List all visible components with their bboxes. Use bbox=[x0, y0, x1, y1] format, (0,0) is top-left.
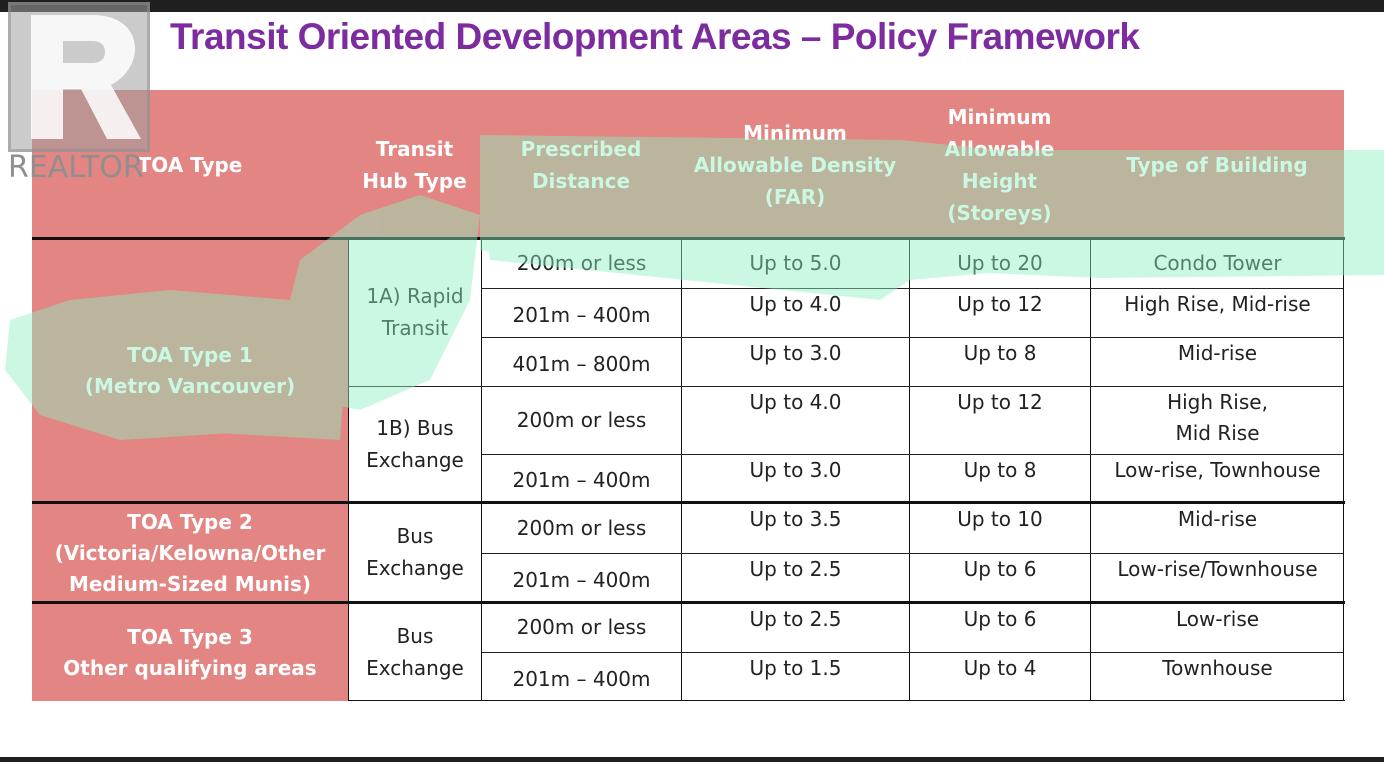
height-cell: Up to 8 bbox=[909, 337, 1090, 386]
table-header: TOA Type Transit Hub Type Prescribed Dis… bbox=[32, 90, 1344, 239]
distance-cell: 201m – 400m bbox=[481, 288, 681, 337]
page-title: Transit Oriented Development Areas – Pol… bbox=[170, 16, 1140, 57]
height-cell: Up to 8 bbox=[909, 454, 1090, 502]
header-height: Minimum Allowable Height (Storeys) bbox=[944, 104, 1055, 225]
group-divider bbox=[32, 601, 1345, 604]
building-cell: Mid-rise bbox=[1090, 503, 1344, 553]
building-cell: Condo Tower bbox=[1090, 239, 1344, 288]
hub-bus-exchange-type2: Bus Exchange bbox=[348, 502, 481, 602]
realtor-logo: REALTOR bbox=[4, 2, 160, 188]
density-cell: Up to 2.5 bbox=[681, 553, 909, 602]
row-divider bbox=[481, 337, 1344, 338]
density-cell: Up to 3.5 bbox=[681, 503, 909, 553]
distance-cell: 201m – 400m bbox=[481, 553, 681, 602]
header-toa-type: TOA Type bbox=[137, 152, 243, 177]
density-cell: Up to 5.0 bbox=[681, 239, 909, 288]
density-cell: Up to 3.0 bbox=[681, 337, 909, 386]
building-cell: Townhouse bbox=[1090, 652, 1344, 701]
realtor-logo-box bbox=[8, 2, 150, 152]
table-bottom-border bbox=[348, 700, 1345, 701]
toa-type-1-cell: TOA Type 1 (Metro Vancouver) bbox=[32, 240, 348, 502]
building-cell: Low-rise, Townhouse bbox=[1090, 454, 1344, 502]
toa-type-2-cell: TOA Type 2 (Victoria/Kelowna/Other Mediu… bbox=[32, 504, 348, 602]
height-cell: Up to 6 bbox=[909, 553, 1090, 602]
header-distance: Prescribed Distance bbox=[520, 136, 642, 193]
height-cell: Up to 12 bbox=[909, 386, 1090, 454]
density-cell: Up to 1.5 bbox=[681, 652, 909, 701]
bottom-bar bbox=[0, 757, 1384, 762]
hub-rapid-transit: 1A) Rapid Transit bbox=[348, 238, 481, 386]
height-cell: Up to 10 bbox=[909, 503, 1090, 553]
density-cell: Up to 4.0 bbox=[681, 386, 909, 454]
header-building: Type of Building bbox=[1126, 152, 1308, 177]
distance-cell: 200m or less bbox=[481, 239, 681, 288]
building-cell: Low-rise/Townhouse bbox=[1090, 553, 1344, 602]
hub-bus-exchange-1b: 1B) Bus Exchange bbox=[348, 386, 481, 502]
group-divider bbox=[32, 501, 1345, 504]
header-divider bbox=[32, 237, 1345, 240]
density-cell: Up to 3.0 bbox=[681, 454, 909, 502]
row-divider bbox=[481, 454, 1344, 455]
density-cell: Up to 4.0 bbox=[681, 288, 909, 337]
height-cell: Up to 4 bbox=[909, 652, 1090, 701]
height-cell: Up to 12 bbox=[909, 288, 1090, 337]
hub-bus-exchange-type3: Bus Exchange bbox=[348, 602, 481, 701]
building-cell: Mid-rise bbox=[1090, 337, 1344, 386]
density-cell: Up to 2.5 bbox=[681, 603, 909, 652]
distance-cell: 201m – 400m bbox=[481, 454, 681, 502]
distance-cell: 200m or less bbox=[481, 603, 681, 652]
height-cell: Up to 6 bbox=[909, 603, 1090, 652]
realtor-r-icon bbox=[31, 15, 141, 139]
row-divider bbox=[481, 288, 1344, 289]
row-divider bbox=[481, 652, 1344, 653]
distance-cell: 200m or less bbox=[481, 386, 681, 454]
height-cell: Up to 20 bbox=[909, 239, 1090, 288]
distance-cell: 201m – 400m bbox=[481, 652, 681, 701]
building-cell: High Rise, Mid Rise bbox=[1090, 386, 1344, 454]
toa-type-3-cell: TOA Type 3 Other qualifying areas bbox=[32, 604, 348, 701]
header-density: Minimum Allowable Density (FAR) bbox=[693, 120, 897, 209]
building-cell: High Rise, Mid-rise bbox=[1090, 288, 1344, 337]
distance-cell: 401m – 800m bbox=[481, 337, 681, 386]
realtor-logo-text: REALTOR bbox=[8, 150, 144, 185]
table-right-border bbox=[1343, 238, 1344, 701]
distance-cell: 200m or less bbox=[481, 503, 681, 553]
top-bar bbox=[0, 0, 1384, 12]
header-hub-type: Transit Hub Type bbox=[362, 136, 467, 193]
building-cell: Low-rise bbox=[1090, 603, 1344, 652]
row-divider bbox=[348, 386, 1344, 387]
row-divider bbox=[481, 553, 1344, 554]
